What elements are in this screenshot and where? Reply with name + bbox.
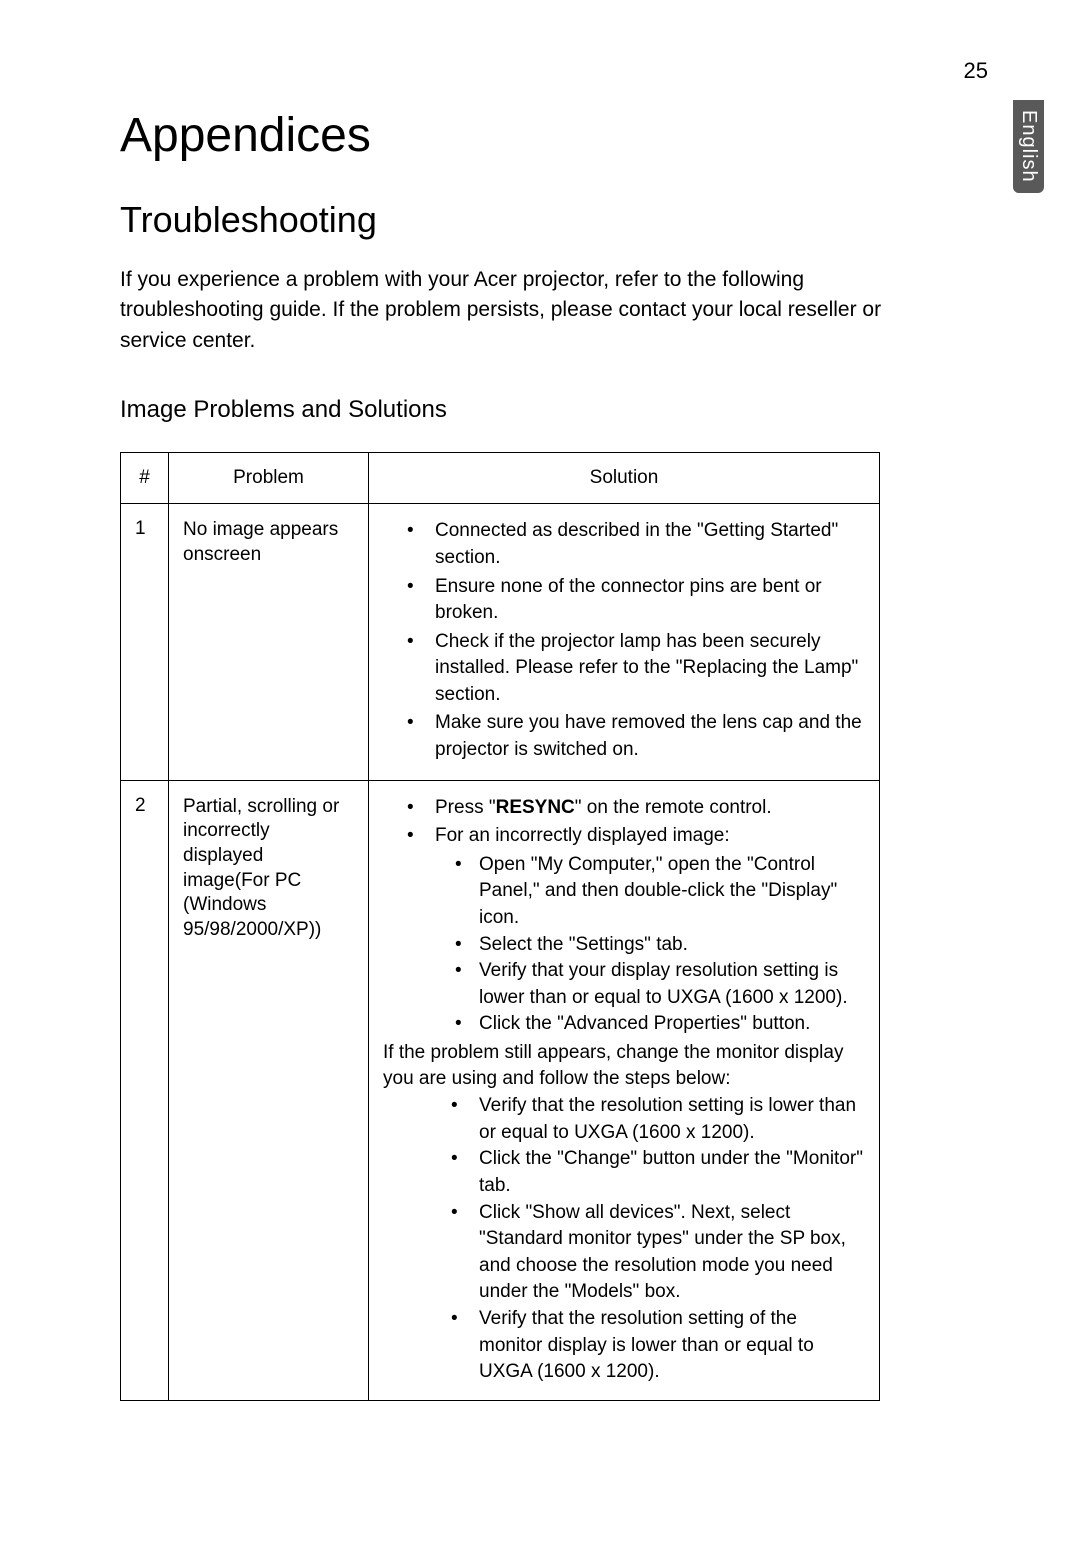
text-span: For an incorrectly displayed image: [435, 825, 730, 846]
header-solution: Solution [369, 453, 880, 504]
subheading: Image Problems and Solutions [120, 396, 990, 424]
solution-list: Verify that the resolution setting is lo… [383, 1093, 865, 1386]
solution-subitem: Click the "Advanced Properties" button. [435, 1011, 865, 1038]
cell-num: 1 [121, 504, 169, 780]
table-header-row: # Problem Solution [121, 453, 880, 504]
solution-item: Make sure you have removed the lens cap … [383, 710, 865, 763]
bold-text: RESYNC [496, 797, 575, 818]
problem-text: No image appears onscreen [183, 518, 354, 567]
language-tab: English [1013, 100, 1044, 193]
cell-problem: Partial, scrolling or incorrectly displa… [169, 780, 369, 1400]
page-title: Appendices [120, 108, 990, 163]
table-row: 2 Partial, scrolling or incorrectly disp… [121, 780, 880, 1400]
cell-solution: Press "RESYNC" on the remote control. Fo… [369, 780, 880, 1400]
solution-subitem: Click "Show all devices". Next, select "… [383, 1200, 865, 1306]
troubleshoot-table: # Problem Solution 1 No image appears on… [120, 452, 880, 1401]
solution-sublist: Open "My Computer," open the "Control Pa… [435, 852, 865, 1038]
intro-paragraph: If you experience a problem with your Ac… [120, 265, 920, 356]
page-number: 25 [964, 58, 988, 84]
solution-subitem: Select the "Settings" tab. [435, 932, 865, 959]
solution-subitem: Verify that the resolution setting of th… [383, 1306, 865, 1386]
text-span: Press " [435, 797, 496, 818]
solution-item: Check if the projector lamp has been sec… [383, 629, 865, 709]
problem-text: Partial, scrolling or incorrectly displa… [183, 795, 354, 943]
header-num: # [121, 453, 169, 504]
solution-subitem: Verify that the resolution setting is lo… [383, 1093, 865, 1146]
solution-subitem: Open "My Computer," open the "Control Pa… [435, 852, 865, 932]
cell-problem: No image appears onscreen [169, 504, 369, 780]
solution-subitem: Click the "Change" button under the "Mon… [383, 1146, 865, 1199]
solution-item: Connected as described in the "Getting S… [383, 518, 865, 571]
solution-item: Press "RESYNC" on the remote control. [383, 795, 865, 822]
section-heading: Troubleshooting [120, 199, 990, 241]
solution-list: Connected as described in the "Getting S… [383, 518, 865, 763]
solution-subitem: Verify that your display resolution sett… [435, 958, 865, 1011]
text-span: " on the remote control. [575, 797, 772, 818]
solution-paragraph: If the problem still appears, change the… [383, 1040, 865, 1091]
header-problem: Problem [169, 453, 369, 504]
solution-list: Press "RESYNC" on the remote control. Fo… [383, 795, 865, 1038]
solution-item: For an incorrectly displayed image: Open… [383, 823, 865, 1038]
cell-num: 2 [121, 780, 169, 1400]
table-row: 1 No image appears onscreen Connected as… [121, 504, 880, 780]
cell-solution: Connected as described in the "Getting S… [369, 504, 880, 780]
solution-item: Ensure none of the connector pins are be… [383, 574, 865, 627]
